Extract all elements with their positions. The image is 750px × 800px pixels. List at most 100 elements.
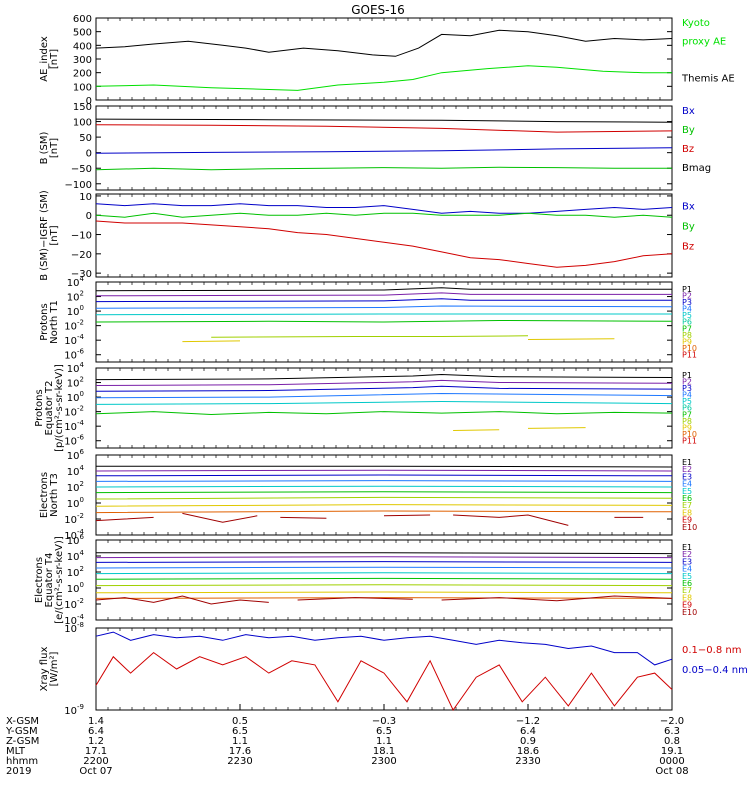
orbit-value: 2200 [83, 756, 108, 767]
orbit-value: Oct 08 [655, 766, 688, 777]
orbit-value: 6.4 [88, 726, 104, 737]
orbit-value: 18.6 [517, 746, 539, 757]
series-line-11 [280, 516, 327, 519]
y-tick-label: 300 [73, 55, 92, 66]
series-line-12 [383, 514, 431, 517]
orbit-value: 0.8 [664, 736, 680, 747]
series-line-1 [95, 65, 672, 91]
legend-entry: E6 [682, 579, 692, 588]
orbit-value: −2.0 [660, 716, 684, 727]
legend-entry: P7 [682, 324, 692, 333]
series-line-3 [95, 166, 672, 171]
series-line-2 [95, 220, 673, 268]
y-tick-label: 600 [73, 14, 92, 25]
y-tick-label: −50 [71, 164, 92, 175]
y-tick-label: 10-2 [64, 512, 84, 526]
legend-entry: P4 [682, 305, 692, 314]
series-line-6 [453, 429, 500, 431]
legend-entry: Bz [682, 242, 694, 253]
y-tick-label: 100 [67, 304, 84, 318]
legend-entry: P8 [682, 417, 692, 426]
series-line-0 [96, 552, 673, 555]
y-tick-label: 106 [67, 448, 85, 462]
legend-entry: E2 [682, 465, 692, 474]
y-tick-label-exponent: 6 [80, 533, 85, 541]
y-tick-label: 10-4 [64, 528, 84, 542]
y-tick-label: 10-4 [64, 333, 84, 347]
y-tick-label-exponent: -4 [77, 333, 85, 341]
series-line-1 [95, 556, 673, 559]
y-axis-label: [nT] [49, 138, 60, 158]
legend-entry: proxy AE [682, 37, 726, 48]
y-tick-label: 150 [73, 102, 92, 113]
panel-frame [95, 17, 673, 101]
panel-frame [95, 539, 673, 621]
y-axis-label: Protons [34, 389, 45, 426]
legend-entry: P6 [682, 318, 692, 327]
y-tick-label-exponent: 2 [80, 565, 84, 573]
y-tick-label-exponent: -6 [77, 434, 85, 442]
y-tick-label-base: 10 [67, 278, 80, 289]
y-axis-label: North T1 [49, 300, 60, 344]
y-tick-label-base: 10 [64, 351, 77, 362]
series-line-13 [453, 514, 569, 526]
y-tick-label-exponent: 0 [80, 390, 84, 398]
series-line-7 [527, 427, 586, 429]
y-tick-label: −10 [71, 231, 92, 242]
series-line-3 [95, 305, 673, 309]
y-tick-label: 104 [67, 275, 85, 289]
series-line-10 [297, 597, 413, 601]
orbit-value: Oct 07 [79, 766, 112, 777]
y-tick-label-base: 50 [79, 133, 92, 144]
y-tick-label-base: 10 [67, 379, 80, 390]
y-tick-label: 100 [73, 82, 92, 93]
y-tick-label: 400 [73, 41, 92, 52]
series-line-1 [95, 212, 673, 218]
y-tick-label-exponent: -2 [77, 319, 84, 327]
y-tick-label: 10-6 [64, 348, 84, 362]
y-tick-label-exponent: 4 [80, 549, 85, 557]
series-line-6 [95, 496, 673, 500]
legend-entry: P1 [682, 285, 692, 294]
series-line-5 [95, 491, 673, 494]
series-line-3 [95, 392, 673, 399]
y-axis-label: Xray flux [39, 647, 50, 692]
y-tick-label: 10-4 [64, 419, 84, 433]
y-tick-label-base: 10 [67, 307, 80, 318]
panel-frame [95, 367, 673, 449]
series-line-0 [95, 631, 673, 666]
y-tick-label-base: 10 [79, 192, 92, 203]
legend-entry: E8 [682, 593, 692, 602]
legend-entry: P5 [682, 397, 692, 406]
y-tick-label-exponent: -6 [77, 348, 85, 356]
legend-entry: P11 [682, 350, 697, 359]
legend-entry: E3 [682, 557, 692, 566]
orbit-value: 0.9 [520, 736, 536, 747]
orbit-value: 1.1 [376, 736, 392, 747]
legend-entry: E1 [682, 458, 692, 467]
legend-entry: E4 [682, 565, 692, 574]
series-line-2 [95, 147, 673, 154]
series-line-5 [95, 319, 673, 323]
y-tick-label-base: 100 [73, 118, 92, 129]
y-tick-label-base: −30 [71, 269, 92, 280]
series-line-8 [95, 597, 673, 599]
y-tick-label-exponent: -4 [77, 528, 85, 536]
y-tick-label-base: 10 [67, 483, 80, 494]
series-line-0 [95, 118, 673, 123]
y-tick-label: 102 [67, 480, 84, 494]
series-line-0 [95, 203, 673, 214]
orbit-value: 1.2 [88, 736, 104, 747]
panel-ae: 0 100 200 300 400 500 600 AE_index [nT] Kyoto prox… [39, 14, 735, 107]
legend-entry: E6 [682, 494, 692, 503]
orbit-value: 6.4 [520, 726, 536, 737]
y-tick-label: 10-2 [64, 597, 84, 611]
legend-entry: P10 [682, 344, 697, 353]
y-tick-label-exponent: 2 [80, 480, 84, 488]
y-tick-label-exponent: 4 [80, 361, 85, 369]
legend-entry: E9 [682, 516, 692, 525]
series-line-4 [95, 313, 672, 316]
